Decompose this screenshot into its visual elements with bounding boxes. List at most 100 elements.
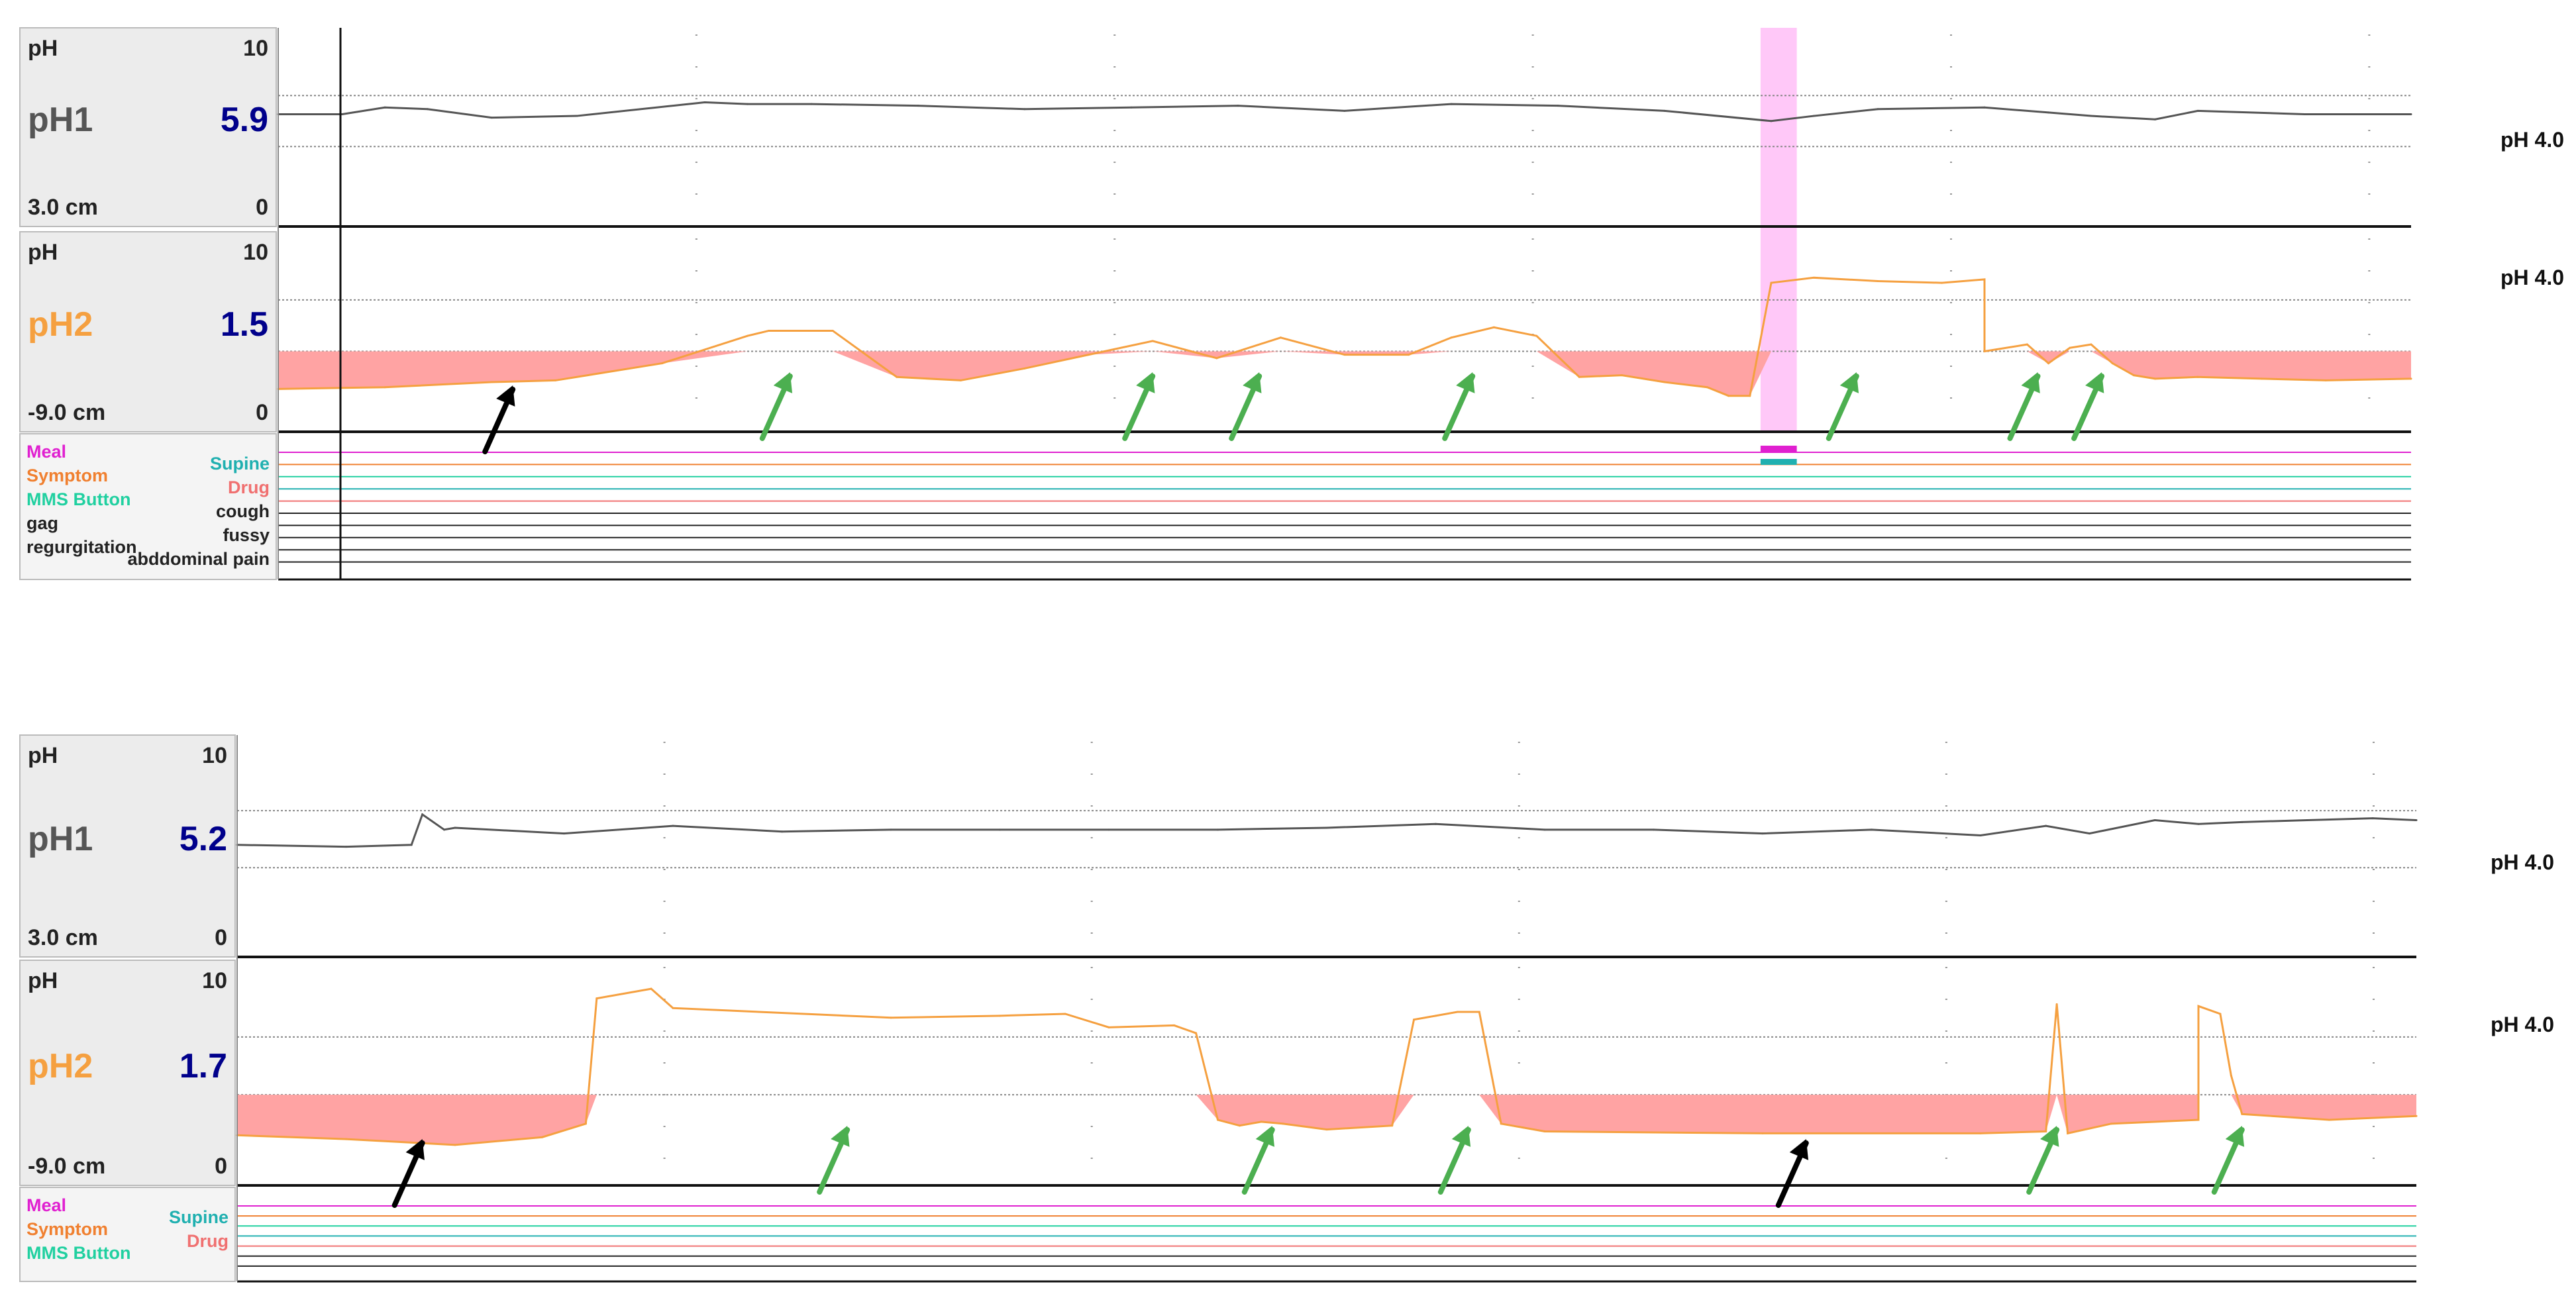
recording-2-ph2-point [2067,1132,2069,1134]
recording-1-ph1-point [2303,113,2306,115]
recording-1-ph1-point [1770,120,1773,123]
recording-2-ph2-point [1108,1026,1110,1028]
recording-1-meal-marker [1760,446,1797,452]
recording-1-ph1-point [1877,108,1879,111]
recording-1-ph2-point [1706,386,1708,389]
recording-2-ph1-point [1435,822,1437,825]
recording-1-ph2-point [2196,375,2199,378]
recording-2-green-arrow-head [831,1126,850,1147]
recording-2-ph2-point [999,1015,1001,1017]
recording-2-ph2-acid-exposure-fill [237,1095,2416,1145]
recording-1-ph1-position: 3.0 cm [28,195,98,220]
recording-1-ph2-point [1727,395,1730,397]
recording-1-ph2-point [1770,281,1773,284]
recording-1-ph1-point [2090,115,2092,117]
recording-1-ph2-point [831,329,834,332]
recording-2-ph2-point [541,1136,544,1138]
recording-1-ph1-point [426,108,429,111]
recording-2-ph2-point [584,1122,587,1125]
recording-1-ph1-point [1130,106,1133,109]
recording-2-ph2-point [2219,1013,2222,1015]
recording-1-green-arrow-head [1243,372,1262,393]
recording-1-ph1-point [1812,115,1815,117]
recording-1-event-label-drug: Drug [228,477,270,497]
recording-1-ph2-point [1983,350,1986,352]
recording-1-ph1-point [2047,111,2050,114]
recording-2-ph2-point [1064,1013,1066,1015]
recording-1-ph2-point [554,379,557,381]
recording-2-ph2-point [1979,1132,1982,1134]
recording-2-ph2-point [1195,1032,1198,1034]
recording-2-ph2-point [1456,1011,1459,1013]
recording-2-ph2-point [1260,1120,1262,1123]
recording-2-ph1-threshold-label: pH 4.0 [2491,850,2554,874]
recording-1-event-label-regurgitation: regurgitation [26,537,137,557]
recording-1-ph1-point [1237,105,1239,107]
recording-1-event-label-fussy: fussy [223,525,270,545]
recording-2-ph2-point [595,997,598,1000]
recording-2-green-arrow-head [1451,1126,1471,1147]
recording-1-black-arrow-head [496,385,515,407]
recording-2-ph1-max: 10 [202,743,227,768]
recording-2-ph2-point [890,1017,892,1019]
recording-2-ph1-point [421,813,424,816]
recording-1-ph1-max: 10 [243,36,268,61]
recording-1-ph2-acid-exposure-fill [278,351,2411,396]
recording-2-ph2-point [1500,1122,1502,1125]
recording-2-ph2-point [2241,1113,2243,1115]
recording-1-ph2-point [490,381,493,383]
recording-2-green-arrow-head [2225,1126,2245,1147]
recording-1-highlight-band [1760,28,1797,432]
recording-2-ph1-point [443,828,446,831]
recording-2-ph2-trace [236,987,2417,1146]
recording-2-ph2-point [1217,1119,1219,1121]
recording-1-ph2-point [384,386,386,389]
recording-1-ph2-point [746,334,748,337]
recording-2-event-label-supine: Supine [169,1207,229,1227]
recording-1-ph2-point [2026,343,2028,346]
recording-1-ph1-point [1343,109,1346,112]
recording-1-ph2-position: -9.0 cm [28,400,105,425]
recording-1-ph1-point [2410,113,2412,115]
recording-2-ph1-point [1217,828,1219,831]
recording-2-ph1-point [2371,817,2374,820]
recording-2-ph2-point [2415,1115,2418,1117]
recording-1-ph2-point [1343,354,1346,356]
recording-2-black-arrow-head [1789,1139,1809,1160]
recording-1-ph1-threshold-label: pH 4.0 [2500,128,2564,152]
recording-2-ph1-point [2306,819,2308,822]
recording-1-ph2-panel [19,231,277,432]
recording-1-ph1-point [384,106,386,109]
recording-2-ph1-point [2045,824,2047,827]
recording-2-ph1-point [454,826,456,829]
recording-1-ph2-point [1215,357,1218,360]
recording-1-event-label-cough: cough [216,501,270,521]
recording-1-green-arrow-head [2021,372,2040,393]
recording-1-ph2-point [2069,346,2071,349]
recording-2-ph2-name: pH2 [28,1047,93,1085]
recording-1-ph2-point [2090,343,2092,346]
recording-2-ph1-point [999,828,1001,831]
recording-1-ph2-point [2154,377,2157,380]
recording-2-ph2-point [650,987,652,990]
recording-2-ph1-min: 0 [215,925,227,950]
recording-1-ph1-point [490,117,493,119]
recording-2-event-label-symptom: Symptom [26,1219,108,1239]
recording-1-ph2-point [1749,395,1751,397]
recording-1-ph1-point [341,113,344,115]
recording-2-ph2-point [672,1007,674,1009]
recording-1-ph1-point [917,105,919,107]
recording-1-ph2-min: 0 [256,400,268,425]
recording-1-ph2-point [896,375,898,378]
recording-1-ph2-point [1621,374,1623,377]
recording-2-ph1-point [2153,819,2156,822]
recording-1-ph2-threshold-label: pH 4.0 [2500,266,2564,289]
recording-1-ph2-point [1279,336,1282,339]
recording-1-ph1-point [1983,106,1986,109]
recording-1-ph1-unit: pH [28,36,58,61]
recording-2-ph2-point [2230,1074,2232,1077]
recording-2-ph1-point [1871,828,1873,831]
recording-1-event-label-meal: Meal [26,442,66,462]
recording-1-ph2-point [2261,377,2263,380]
recording-2-ph2-point [1435,1015,1437,1017]
